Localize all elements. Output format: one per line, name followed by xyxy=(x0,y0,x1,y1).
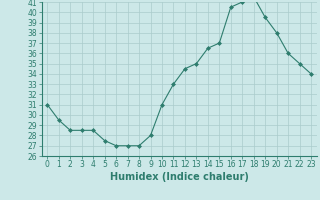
X-axis label: Humidex (Indice chaleur): Humidex (Indice chaleur) xyxy=(110,172,249,182)
